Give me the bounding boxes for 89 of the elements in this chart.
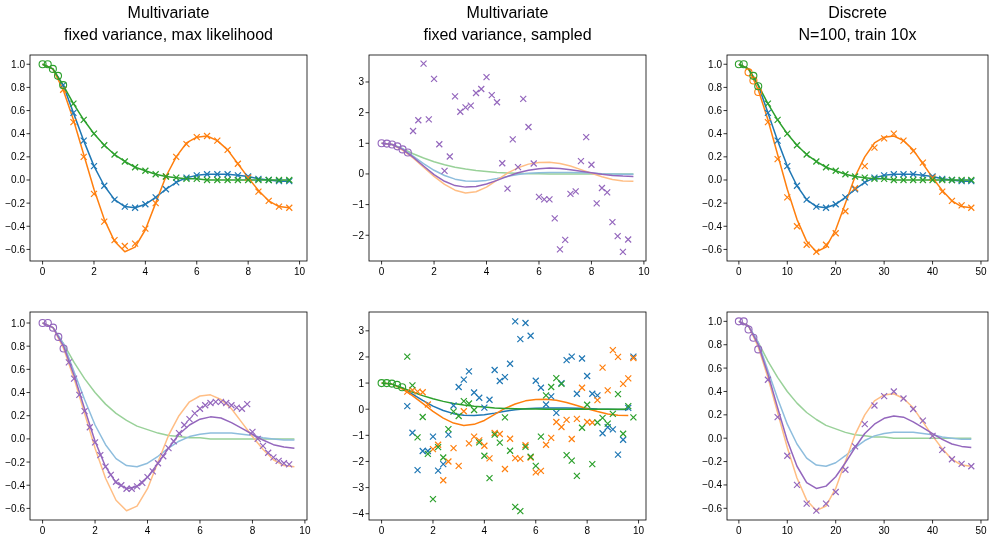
- y-tick-label: 1: [358, 137, 365, 149]
- y-tick-label: 0: [358, 403, 365, 415]
- y-tick-label: 0.4: [708, 128, 723, 140]
- y-tick-label: 0.4: [708, 385, 723, 397]
- x-tick-label: 30: [878, 525, 891, 536]
- x-tick-label: 10: [638, 266, 650, 277]
- y-tick-label: 0.0: [708, 432, 723, 444]
- y-tick-label: −1: [352, 199, 365, 211]
- y-tick-label: 0.8: [11, 340, 26, 352]
- y-tick-label: −0.2: [702, 456, 723, 468]
- y-tick-label: −0.2: [5, 197, 26, 209]
- x-tick-label: 10: [632, 525, 645, 536]
- x-tick-label: 20: [830, 266, 842, 277]
- x-tick-label: 2: [91, 266, 98, 277]
- x-tick-label: 40: [926, 525, 939, 536]
- y-tick-label: 2: [358, 107, 365, 119]
- x-tick-label: 0: [378, 525, 385, 536]
- x-tick-label: 0: [39, 266, 46, 277]
- x-tick-label: 0: [39, 525, 46, 536]
- y-tick-label: 1.0: [11, 317, 26, 329]
- x-tick-label: 50: [975, 525, 987, 536]
- chart-title: Multivariate fixed variance, max likelihood: [64, 4, 273, 43]
- y-tick-label: 0.0: [11, 174, 26, 186]
- x-tick-label: 4: [142, 266, 149, 277]
- x-tick-label: 2: [431, 266, 438, 277]
- x-tick-label: 2: [92, 525, 99, 536]
- y-tick-label: −0.2: [5, 456, 26, 468]
- x-tick-label: 6: [536, 266, 543, 277]
- y-tick-label: 0.0: [11, 433, 26, 445]
- x-tick-label: 10: [781, 525, 794, 536]
- x-tick-label: 20: [830, 525, 842, 536]
- y-tick-label: −1: [352, 429, 365, 441]
- y-tick-label: −0.4: [5, 220, 26, 232]
- y-tick-label: 0.6: [11, 105, 26, 117]
- y-tick-label: −0.2: [702, 197, 723, 209]
- x-tick-label: 8: [588, 266, 595, 277]
- y-tick-label: −0.4: [5, 479, 26, 491]
- x-tick-label: 8: [245, 266, 252, 277]
- chart-title: Multivariate fixed variance, sampled: [423, 4, 592, 43]
- y-tick-label: 0.0: [708, 174, 723, 186]
- x-tick-label: 40: [926, 266, 939, 277]
- y-tick-label: −0.6: [5, 243, 26, 255]
- y-tick-label: 0.2: [11, 410, 26, 422]
- y-tick-label: −2: [352, 455, 365, 467]
- y-tick-label: 1: [358, 377, 365, 389]
- y-tick-label: −0.4: [702, 479, 723, 491]
- y-tick-label: 3: [358, 325, 365, 337]
- y-tick-label: 3: [358, 76, 365, 88]
- x-tick-label: 0: [736, 266, 743, 277]
- y-tick-label: 0: [358, 168, 365, 180]
- y-tick-label: −0.6: [702, 243, 723, 255]
- y-tick-label: −0.6: [5, 502, 26, 514]
- y-tick-label: −0.4: [702, 220, 723, 232]
- y-tick-label: 0.6: [708, 105, 723, 117]
- x-tick-label: 6: [197, 525, 204, 536]
- y-tick-label: 0.8: [708, 339, 723, 351]
- x-tick-label: 50: [975, 266, 987, 277]
- y-tick-label: −2: [352, 229, 365, 241]
- y-tick-label: 0.6: [11, 363, 26, 375]
- y-tick-label: 1.0: [708, 58, 723, 70]
- y-tick-label: 0.2: [11, 151, 26, 163]
- y-tick-label: 0.6: [708, 362, 723, 374]
- x-tick-label: 0: [736, 525, 743, 536]
- chart-title: Discrete N=100, train 10x: [798, 4, 917, 43]
- x-tick-label: 4: [144, 525, 151, 536]
- y-tick-label: 0.8: [11, 81, 26, 93]
- x-tick-label: 10: [293, 266, 306, 277]
- y-tick-label: −4: [352, 508, 365, 520]
- y-tick-label: 0.8: [708, 81, 723, 93]
- x-tick-label: 4: [483, 266, 490, 277]
- y-tick-label: 0.2: [708, 409, 723, 421]
- x-tick-label: 6: [532, 525, 539, 536]
- y-tick-label: 0.4: [11, 128, 26, 140]
- x-tick-label: 10: [781, 266, 794, 277]
- y-tick-label: 1.0: [708, 315, 723, 327]
- x-tick-label: 10: [299, 525, 311, 536]
- x-tick-label: 8: [249, 525, 256, 536]
- x-tick-label: 0: [378, 266, 385, 277]
- x-tick-label: 6: [193, 266, 200, 277]
- y-tick-label: 1.0: [11, 58, 26, 70]
- y-tick-label: −3: [352, 482, 365, 494]
- y-tick-label: −0.6: [702, 502, 723, 514]
- x-tick-label: 8: [584, 525, 591, 536]
- x-tick-label: 30: [878, 266, 891, 277]
- y-tick-label: 2: [358, 351, 365, 363]
- x-tick-label: 2: [430, 525, 437, 536]
- y-tick-label: 0.2: [708, 151, 723, 163]
- y-tick-label: 0.4: [11, 387, 26, 399]
- x-tick-label: 4: [481, 525, 488, 536]
